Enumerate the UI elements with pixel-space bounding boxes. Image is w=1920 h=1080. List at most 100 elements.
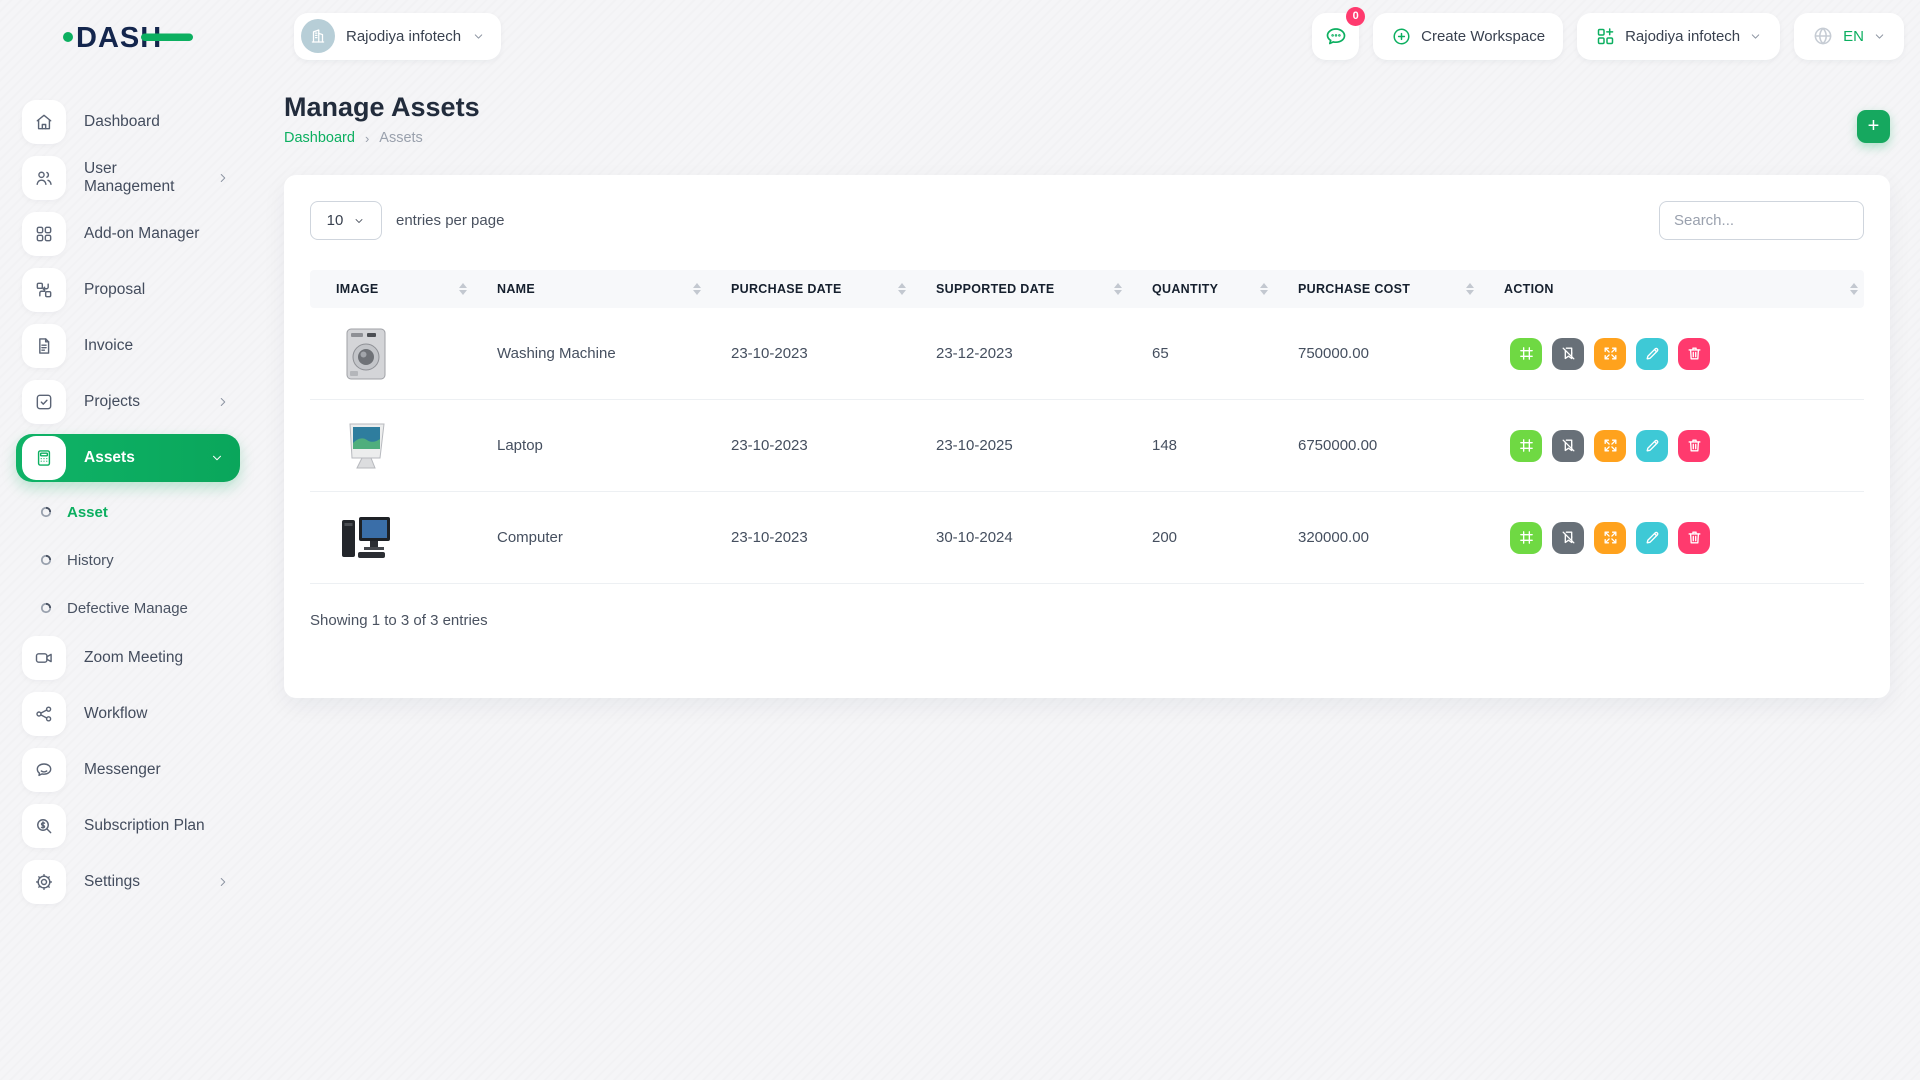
chevron-down-icon bbox=[1873, 30, 1886, 43]
sidebar-item-workflow[interactable]: Workflow bbox=[0, 690, 258, 738]
sidebar-item-subscription-plan[interactable]: Subscription Plan bbox=[0, 802, 258, 850]
asset-name: Computer bbox=[497, 529, 563, 546]
sort-arrows-icon bbox=[693, 283, 701, 295]
video-camera-icon bbox=[22, 636, 66, 680]
column-header-name[interactable]: NAME bbox=[497, 282, 731, 296]
page-title: Manage Assets bbox=[284, 92, 480, 122]
sidebar: Dashboard User Management Add-on Manager bbox=[0, 72, 258, 1080]
sidebar-item-dashboard[interactable]: Dashboard bbox=[0, 98, 258, 146]
share-nodes-icon bbox=[22, 692, 66, 736]
asset-name: Laptop bbox=[497, 437, 543, 454]
sidebar-item-messenger[interactable]: Messenger bbox=[0, 746, 258, 794]
washing-machine-image bbox=[346, 328, 386, 379]
column-header-image[interactable]: IMAGE bbox=[310, 282, 497, 296]
create-workspace-button[interactable]: Create Workspace bbox=[1373, 12, 1564, 60]
messages-badge: 0 bbox=[1346, 6, 1366, 26]
building-icon bbox=[301, 19, 335, 53]
expand-button[interactable] bbox=[1594, 337, 1626, 370]
bookmark-off-button[interactable] bbox=[1552, 521, 1584, 554]
edit-button[interactable] bbox=[1636, 521, 1668, 554]
asset-supported-date: 23-12-2023 bbox=[936, 345, 1013, 362]
breadcrumb: Dashboard › Assets bbox=[284, 130, 423, 146]
edit-button[interactable] bbox=[1636, 429, 1668, 462]
asset-quantity: 148 bbox=[1152, 437, 1178, 454]
asset-supported-date: 23-10-2025 bbox=[936, 437, 1013, 454]
swap-icon bbox=[22, 268, 66, 312]
asset-quantity: 65 bbox=[1152, 345, 1169, 362]
logo[interactable]: DASH bbox=[0, 15, 258, 57]
add-asset-button[interactable]: + bbox=[1857, 110, 1890, 143]
asset-purchase-cost: 320000.00 bbox=[1298, 529, 1369, 546]
workspace-switcher-label: Rajodiya infotech bbox=[346, 27, 462, 45]
breadcrumb-dashboard-link[interactable]: Dashboard bbox=[284, 130, 355, 146]
column-header-supported-date[interactable]: SUPPORTED DATE bbox=[936, 282, 1152, 296]
sidebar-item-addon-manager[interactable]: Add-on Manager bbox=[0, 210, 258, 258]
sidebar-item-proposal[interactable]: Proposal bbox=[0, 266, 258, 314]
row-actions bbox=[1504, 429, 1864, 462]
sidebar-item-user-management[interactable]: User Management bbox=[0, 154, 258, 202]
asset-purchase-cost: 750000.00 bbox=[1298, 345, 1369, 362]
chevron-down-icon bbox=[1749, 30, 1762, 43]
sidebar-item-projects[interactable]: Projects bbox=[0, 378, 258, 426]
grid-plus-icon bbox=[1595, 26, 1616, 47]
search-input[interactable] bbox=[1659, 201, 1864, 240]
checkbox-icon bbox=[22, 380, 66, 424]
delete-button[interactable] bbox=[1678, 429, 1710, 462]
sidebar-subitem-asset[interactable]: Asset bbox=[0, 490, 258, 534]
sort-arrows-icon bbox=[1260, 283, 1268, 295]
bookmark-off-button[interactable] bbox=[1552, 429, 1584, 462]
sidebar-subitem-defective-manage[interactable]: Defective Manage bbox=[0, 586, 258, 630]
delete-button[interactable] bbox=[1678, 337, 1710, 370]
chevron-down-icon bbox=[353, 215, 365, 227]
table-header-row: IMAGE NAME PURCHASE DATE SUPPORTED DATE … bbox=[310, 270, 1864, 308]
frame-button[interactable] bbox=[1510, 337, 1542, 370]
language-selector[interactable]: EN bbox=[1794, 12, 1904, 60]
workspace-switcher[interactable]: Rajodiya infotech bbox=[294, 12, 502, 60]
breadcrumb-current: Assets bbox=[379, 130, 423, 146]
expand-button[interactable] bbox=[1594, 429, 1626, 462]
table-row: Laptop 23-10-2023 23-10-2025 148 6750000… bbox=[310, 400, 1864, 492]
header-actions: 0 Create Workspace Rajodiya infotech bbox=[1312, 6, 1904, 60]
entries-per-page-select[interactable]: 10 bbox=[310, 201, 382, 240]
laptop-image bbox=[349, 423, 385, 468]
table-row: Washing Machine 23-10-2023 23-12-2023 65… bbox=[310, 308, 1864, 400]
top-header: DASH Rajodiya infotech 0 bbox=[0, 0, 1920, 72]
bullet-icon bbox=[40, 602, 52, 614]
sidebar-subitem-history[interactable]: History bbox=[0, 538, 258, 582]
assets-table: IMAGE NAME PURCHASE DATE SUPPORTED DATE … bbox=[310, 270, 1864, 629]
bookmark-off-button[interactable] bbox=[1552, 337, 1584, 370]
chevron-down-icon bbox=[210, 451, 224, 465]
sidebar-item-zoom-meeting[interactable]: Zoom Meeting bbox=[0, 634, 258, 682]
sort-arrows-icon bbox=[1850, 283, 1858, 295]
entries-per-page-value: 10 bbox=[326, 212, 344, 229]
sidebar-item-invoice[interactable]: Invoice bbox=[0, 322, 258, 370]
sidebar-item-settings[interactable]: Settings bbox=[0, 858, 258, 906]
asset-quantity: 200 bbox=[1152, 529, 1178, 546]
language-code: EN bbox=[1843, 27, 1864, 45]
asset-purchase-date: 23-10-2023 bbox=[731, 345, 808, 362]
account-workspace-menu[interactable]: Rajodiya infotech bbox=[1577, 12, 1781, 60]
column-header-quantity[interactable]: QUANTITY bbox=[1152, 282, 1298, 296]
sort-arrows-icon bbox=[459, 283, 467, 295]
chevron-right-icon bbox=[216, 171, 230, 185]
sidebar-item-assets[interactable]: Assets bbox=[16, 434, 240, 482]
delete-button[interactable] bbox=[1678, 521, 1710, 554]
column-header-purchase-cost[interactable]: PURCHASE COST bbox=[1298, 282, 1504, 296]
frame-button[interactable] bbox=[1510, 521, 1542, 554]
column-header-action[interactable]: ACTION bbox=[1504, 282, 1864, 296]
edit-button[interactable] bbox=[1636, 337, 1668, 370]
frame-button[interactable] bbox=[1510, 429, 1542, 462]
create-workspace-label: Create Workspace bbox=[1421, 27, 1546, 45]
asset-purchase-date: 23-10-2023 bbox=[731, 529, 808, 546]
column-header-purchase-date[interactable]: PURCHASE DATE bbox=[731, 282, 936, 296]
chat-bubble-icon bbox=[1326, 28, 1345, 45]
account-menu-label: Rajodiya infotech bbox=[1625, 27, 1741, 45]
assets-card: 10 entries per page IMAGE NAME bbox=[284, 175, 1890, 698]
messages-button[interactable]: 0 bbox=[1312, 6, 1366, 60]
sort-arrows-icon bbox=[898, 283, 906, 295]
asset-supported-date: 30-10-2024 bbox=[936, 529, 1013, 546]
gear-icon bbox=[22, 860, 66, 904]
expand-button[interactable] bbox=[1594, 521, 1626, 554]
globe-icon bbox=[1812, 25, 1834, 47]
chevron-right-icon bbox=[216, 875, 230, 889]
